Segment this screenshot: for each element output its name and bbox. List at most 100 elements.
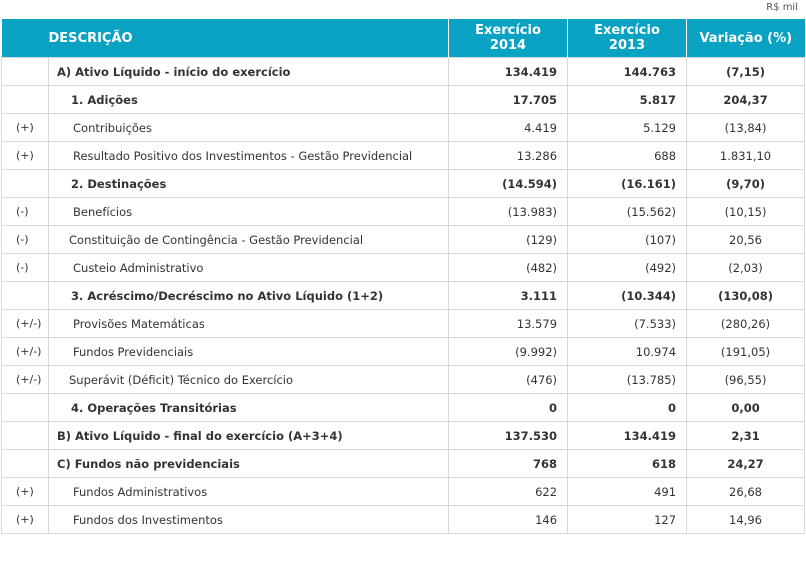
table-row: B) Ativo Líquido - final do exercício (A… bbox=[1, 421, 806, 450]
row-variation: (191,05) bbox=[686, 337, 806, 366]
row-value-2014: (482) bbox=[448, 253, 569, 282]
row-value-2014: 622 bbox=[448, 477, 569, 506]
row-label: Benefícios bbox=[47, 197, 450, 226]
table-row: (-) Custeio Administrativo (482) (492) (… bbox=[1, 253, 806, 282]
row-label: B) Ativo Líquido - final do exercício (A… bbox=[47, 421, 450, 450]
row-value-2014: 13.579 bbox=[448, 309, 569, 338]
row-value-2014: 4.419 bbox=[448, 113, 569, 142]
row-label: 3. Acréscimo/Decréscimo no Ativo Líquido… bbox=[47, 281, 450, 310]
row-sign: (+) bbox=[1, 113, 49, 142]
row-sign: (-) bbox=[1, 197, 49, 226]
row-sign: (+/-) bbox=[1, 365, 49, 394]
header-variation: Variação (%) bbox=[686, 19, 805, 58]
row-sign: (+) bbox=[1, 141, 49, 170]
row-value-2013: (107) bbox=[567, 225, 688, 254]
row-value-2014: 17.705 bbox=[448, 85, 569, 114]
row-value-2013: (16.161) bbox=[567, 169, 688, 198]
row-label: Contribuições bbox=[47, 113, 450, 142]
table-row: 2. Destinações (14.594) (16.161) (9,70) bbox=[1, 169, 806, 198]
row-variation: (2,03) bbox=[686, 253, 806, 282]
table-row: (+/-) Fundos Previdenciais (9.992) 10.97… bbox=[1, 337, 806, 366]
row-value-2014: (14.594) bbox=[448, 169, 569, 198]
header-2013: Exercício 2013 bbox=[567, 19, 688, 58]
row-value-2013: (10.344) bbox=[567, 281, 688, 310]
row-sign bbox=[1, 421, 49, 450]
row-variation: 0,00 bbox=[686, 393, 806, 422]
row-value-2013: 10.974 bbox=[567, 337, 688, 366]
row-variation: (10,15) bbox=[686, 197, 806, 226]
header-description: DESCRIÇÃO bbox=[1, 19, 450, 58]
header-2013-line1: Exercício bbox=[594, 23, 660, 38]
row-variation: 1.831,10 bbox=[686, 141, 806, 170]
row-sign: (+) bbox=[1, 477, 49, 506]
row-label: 2. Destinações bbox=[47, 169, 450, 198]
table-row: A) Ativo Líquido - início do exercício 1… bbox=[1, 57, 806, 86]
unit-label: R$ mil bbox=[766, 2, 798, 13]
row-value-2013: 0 bbox=[567, 393, 688, 422]
row-value-2013: (15.562) bbox=[567, 197, 688, 226]
header-2014: Exercício 2014 bbox=[448, 19, 569, 58]
row-variation: (280,26) bbox=[686, 309, 806, 338]
row-label: Provisões Matemáticas bbox=[47, 309, 450, 338]
table-row: C) Fundos não previdenciais 768 618 24,2… bbox=[1, 449, 806, 478]
row-variation: 2,31 bbox=[686, 421, 806, 450]
row-value-2013: (492) bbox=[567, 253, 688, 282]
row-label: Fundos dos Investimentos bbox=[47, 505, 450, 534]
row-label: Fundos Previdenciais bbox=[47, 337, 450, 366]
table-row: (+) Contribuições 4.419 5.129 (13,84) bbox=[1, 113, 806, 142]
row-label: Superávit (Déficit) Técnico do Exercício bbox=[47, 365, 450, 394]
table-row: (-) Constituição de Contingência - Gestã… bbox=[1, 225, 806, 254]
row-value-2013: 127 bbox=[567, 505, 688, 534]
header-2014-line2: 2014 bbox=[489, 38, 527, 53]
row-sign: (+/-) bbox=[1, 309, 49, 338]
row-variation: (96,55) bbox=[686, 365, 806, 394]
row-label: C) Fundos não previdenciais bbox=[47, 449, 450, 478]
row-sign bbox=[1, 57, 49, 86]
table-header-row: DESCRIÇÃO Exercício 2014 Exercício 2013 … bbox=[1, 19, 805, 58]
row-sign bbox=[1, 393, 49, 422]
row-label: Custeio Administrativo bbox=[47, 253, 450, 282]
table-row: 1. Adições 17.705 5.817 204,37 bbox=[1, 85, 806, 114]
row-variation: (7,15) bbox=[686, 57, 806, 86]
table-row: (+) Fundos dos Investimentos 146 127 14,… bbox=[1, 505, 806, 534]
row-value-2014: (476) bbox=[448, 365, 569, 394]
table-row: 4. Operações Transitórias 0 0 0,00 bbox=[1, 393, 806, 422]
table-row: (+) Resultado Positivo dos Investimentos… bbox=[1, 141, 806, 170]
table-row: (-) Benefícios (13.983) (15.562) (10,15) bbox=[1, 197, 806, 226]
row-sign bbox=[1, 169, 49, 198]
row-label: 1. Adições bbox=[47, 85, 450, 114]
row-variation: 204,37 bbox=[686, 85, 806, 114]
row-value-2013: 618 bbox=[567, 449, 688, 478]
row-value-2014: (13.983) bbox=[448, 197, 569, 226]
row-value-2014: 0 bbox=[448, 393, 569, 422]
row-variation: (130,08) bbox=[686, 281, 806, 310]
row-value-2013: 688 bbox=[567, 141, 688, 170]
row-sign: (+/-) bbox=[1, 337, 49, 366]
table-row: (+) Fundos Administrativos 622 491 26,68 bbox=[1, 477, 806, 506]
row-value-2014: 13.286 bbox=[448, 141, 569, 170]
row-variation: 26,68 bbox=[686, 477, 806, 506]
row-value-2014: (9.992) bbox=[448, 337, 569, 366]
row-label: 4. Operações Transitórias bbox=[47, 393, 450, 422]
row-variation: 20,56 bbox=[686, 225, 806, 254]
row-value-2013: 144.763 bbox=[567, 57, 688, 86]
row-value-2013: 5.129 bbox=[567, 113, 688, 142]
row-label: Fundos Administrativos bbox=[47, 477, 450, 506]
row-variation: 24,27 bbox=[686, 449, 806, 478]
row-value-2014: 146 bbox=[448, 505, 569, 534]
row-variation: 14,96 bbox=[686, 505, 806, 534]
row-value-2014: (129) bbox=[448, 225, 569, 254]
row-sign: (-) bbox=[1, 225, 49, 254]
row-value-2014: 768 bbox=[448, 449, 569, 478]
row-variation: (13,84) bbox=[686, 113, 806, 142]
row-label: Constituição de Contingência - Gestão Pr… bbox=[47, 225, 450, 254]
row-label: Resultado Positivo dos Investimentos - G… bbox=[47, 141, 450, 170]
row-value-2013: (7.533) bbox=[567, 309, 688, 338]
row-value-2014: 137.530 bbox=[448, 421, 569, 450]
header-2014-line1: Exercício bbox=[475, 23, 541, 38]
row-sign bbox=[1, 85, 49, 114]
row-variation: (9,70) bbox=[686, 169, 806, 198]
row-label: A) Ativo Líquido - início do exercício bbox=[47, 57, 450, 86]
row-sign bbox=[1, 449, 49, 478]
financial-table: DESCRIÇÃO Exercício 2014 Exercício 2013 … bbox=[1, 19, 806, 534]
